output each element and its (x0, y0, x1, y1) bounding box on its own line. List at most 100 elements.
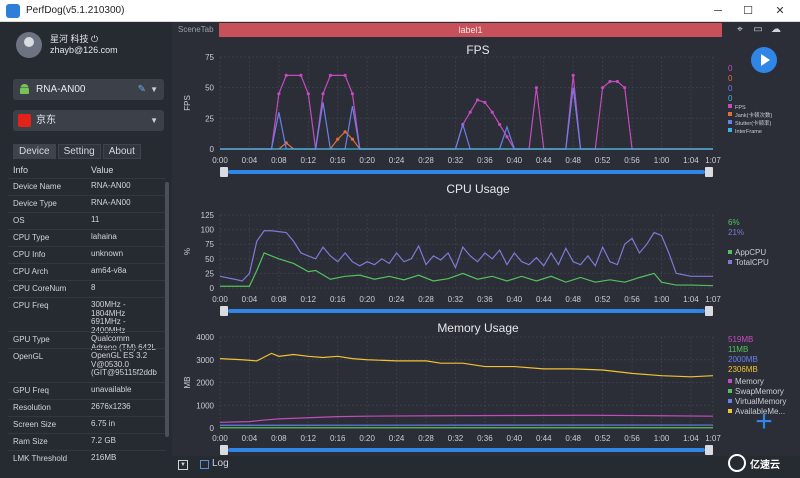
x-tick-label: 0:24 (389, 434, 405, 443)
y-tick-label: 75 (205, 53, 214, 62)
info-row: CPU Type lahaina (8, 229, 166, 246)
info-table: Device Name RNA-AN00 Device Type RNA-AN00 OS… (8, 178, 166, 467)
cloud-icon[interactable]: ☁ (771, 24, 781, 35)
legend-label: Memory (735, 377, 764, 386)
avatar[interactable] (16, 32, 42, 58)
app-select[interactable]: 京东 ▼ (13, 110, 164, 131)
sidebar-scrollbar[interactable] (165, 182, 169, 437)
info-row: GPU Type Qualcomm Adreno (TM) 642L (8, 331, 166, 351)
y-axis-label: FPS (183, 95, 192, 111)
x-tick-label: 0:16 (330, 434, 346, 443)
info-column-header: Info (13, 165, 29, 175)
legend-swatch (728, 399, 732, 403)
x-tick-label: 0:20 (359, 156, 375, 165)
x-tick-label: 0:48 (565, 156, 581, 165)
data-point (343, 130, 347, 134)
legend-label: InterFrame (735, 129, 762, 135)
x-tick-label: 0:32 (448, 156, 464, 165)
x-tick-label: 1:04 (683, 156, 699, 165)
maximize-button[interactable]: ☐ (743, 5, 753, 17)
legend-swatch (728, 120, 732, 124)
time-range-slider (228, 309, 705, 313)
time-range-slider (228, 448, 705, 452)
info-row-key: OpenGL (13, 352, 44, 361)
log-checkbox[interactable] (200, 460, 209, 469)
play-button[interactable] (751, 47, 777, 73)
info-row: GPU Freq unavailable (8, 382, 166, 399)
legend-swatch (728, 104, 732, 108)
x-tick-label: 0:04 (242, 156, 258, 165)
y-tick-label: 2000 (196, 379, 214, 388)
series-current-value: 2306MB (728, 365, 758, 374)
x-tick-label: 0:00 (212, 156, 228, 165)
data-point (623, 86, 627, 90)
close-button[interactable]: ✕ (775, 5, 785, 17)
minimize-button[interactable]: ─ (714, 5, 722, 17)
app-logo-icon (6, 4, 20, 18)
x-tick-label: 0:32 (448, 434, 464, 443)
time-range-slider (228, 170, 705, 174)
data-point (321, 92, 325, 96)
info-row: OpenGL OpenGL ES 3.2 V@0530.0 (GIT@95115f… (8, 348, 166, 382)
y-tick-label: 1000 (196, 401, 214, 410)
legend-swatch (728, 379, 732, 383)
x-tick-label: 0:24 (389, 295, 405, 304)
y-tick-label: 75 (205, 240, 214, 249)
info-row-key: Screen Size (13, 420, 57, 429)
user-name[interactable]: 星河 科技 ⏻ (50, 34, 99, 44)
x-tick-label: 0:52 (595, 156, 611, 165)
data-point (350, 92, 355, 96)
add-chart-button[interactable]: + (755, 405, 773, 438)
data-point (350, 137, 355, 141)
legend-swatch (728, 112, 732, 116)
legend-label: AvailableMe... (735, 407, 785, 416)
slider-handle-right (705, 445, 713, 455)
location-icon[interactable]: ⌖ (737, 24, 743, 35)
collapse-icon[interactable]: ▼ (178, 460, 188, 470)
series-line (219, 352, 714, 378)
x-tick-label: 0:44 (536, 156, 552, 165)
info-row-value: am64-v8a (91, 266, 127, 275)
data-point (498, 122, 502, 127)
x-tick-label: 0:12 (301, 156, 317, 165)
y-tick-label: 50 (205, 84, 214, 93)
x-tick-label: 0:28 (418, 156, 434, 165)
folder-icon[interactable]: ▭ (753, 24, 763, 35)
slider-handle-left (220, 167, 228, 177)
info-row-key: Device Type (13, 199, 57, 208)
info-row-value: 8 (91, 283, 96, 292)
tab-device[interactable]: Device (13, 144, 56, 159)
device-select-value: RNA-AN00 (36, 84, 86, 95)
info-row: Device Type RNA-AN00 (8, 195, 166, 212)
info-row-value: unknown (91, 249, 124, 258)
info-row-value: 11 (91, 215, 100, 224)
x-tick-label: 0:48 (565, 434, 581, 443)
x-tick-label: 0:40 (507, 434, 523, 443)
window-title: PerfDog(v5.1.210300) (26, 5, 125, 16)
device-select[interactable]: RNA-AN00 ✎ ▼ (13, 79, 164, 100)
data-point (615, 79, 619, 84)
tab-setting[interactable]: Setting (57, 144, 101, 159)
info-row: Device Name RNA-AN00 (8, 178, 166, 195)
data-point (475, 98, 480, 102)
info-row-key: CPU Type (13, 233, 50, 242)
x-tick-label: 0:36 (477, 295, 493, 304)
data-point (284, 73, 288, 77)
y-tick-label: 0 (210, 284, 215, 293)
edit-icon[interactable]: ✎ (137, 84, 146, 95)
label-bar[interactable]: label1 (219, 23, 722, 37)
data-point (336, 137, 340, 141)
x-tick-label: 0:40 (507, 295, 523, 304)
info-table-header: Info Value (8, 163, 166, 177)
info-row-value: Qualcomm Adreno (TM) 642L (91, 334, 156, 352)
y-tick-label: 0 (210, 424, 215, 433)
slider-handle-right (705, 306, 713, 316)
info-row-value: lahaina (91, 232, 117, 241)
scene-tab-label[interactable]: SceneTab (178, 25, 214, 34)
watermark-logo-icon (728, 454, 746, 472)
tab-about[interactable]: About (102, 144, 141, 159)
y-tick-label: 25 (205, 114, 214, 123)
data-point (306, 92, 310, 96)
y-tick-label: 125 (201, 211, 215, 220)
